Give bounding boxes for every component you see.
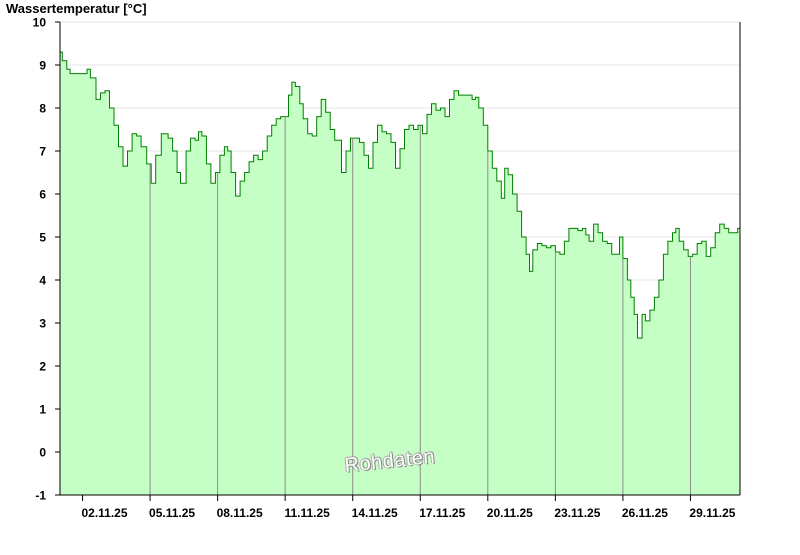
x-tick-label: 08.11.25 (217, 506, 263, 520)
x-tick-label: 20.11.25 (487, 506, 533, 520)
x-tick-label: 14.11.25 (352, 506, 398, 520)
y-axis-label: Wassertemperatur [°C] (6, 1, 147, 16)
x-tick-label: 23.11.25 (554, 506, 600, 520)
y-tick-label: 4 (39, 274, 46, 288)
series-line (60, 51, 740, 339)
y-tick-label: 3 (39, 317, 46, 331)
x-tick-label: 05.11.25 (149, 506, 195, 520)
series-area (60, 52, 740, 495)
x-tick-label: 17.11.25 (419, 506, 465, 520)
y-tick-label: 10 (33, 16, 47, 30)
x-tick-label: 29.11.25 (689, 506, 735, 520)
x-tick-label: 11.11.25 (284, 506, 330, 520)
y-tick-label: -1 (35, 489, 46, 503)
x-tick-label: 26.11.25 (622, 506, 668, 520)
y-tick-label: 7 (39, 145, 46, 159)
y-tick-label: 0 (39, 446, 46, 460)
y-tick-label: 6 (39, 188, 46, 202)
y-tick-label: 2 (39, 360, 46, 374)
y-tick-label: 8 (39, 102, 46, 116)
x-tick-label: 02.11.25 (81, 506, 127, 520)
y-tick-label: 1 (39, 403, 46, 417)
y-tick-label: 5 (39, 231, 46, 245)
y-tick-label: 9 (39, 59, 46, 73)
